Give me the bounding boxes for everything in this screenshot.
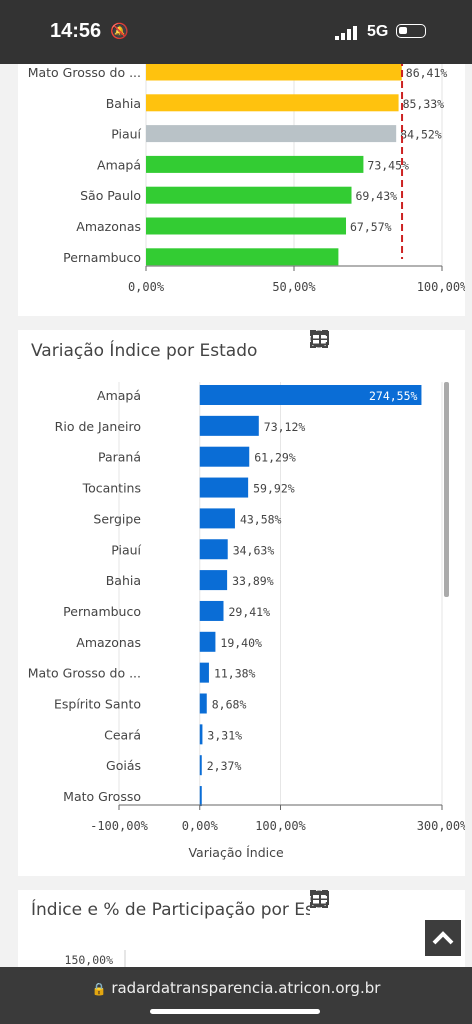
category-label: Paraná: [98, 450, 141, 465]
category-label: Mato Grosso do ...: [28, 65, 141, 80]
data-label: 3,31%: [207, 728, 242, 742]
data-label: 43,58%: [240, 512, 282, 526]
bar: [199, 508, 235, 529]
bar: [146, 248, 339, 266]
category-label: Goiás: [106, 758, 141, 773]
bar: [199, 446, 250, 467]
bar: [199, 600, 224, 621]
home-indicator[interactable]: [150, 1009, 320, 1014]
bar: [199, 415, 259, 436]
category-label: Bahia: [106, 573, 141, 588]
fullscreen-icon[interactable]: [310, 330, 458, 368]
category-label: Mato Grosso: [63, 789, 141, 804]
table-icon[interactable]: [311, 330, 421, 368]
category-label: Bahia: [106, 96, 141, 111]
scrollbar-thumb: [444, 382, 449, 597]
bar: [199, 477, 249, 498]
x-tick-label: 0,00%: [182, 819, 219, 833]
signal-icon: [335, 26, 357, 40]
chart-card-participation: Índice e % de Participação por Estado 15…: [18, 890, 465, 967]
bar: [199, 693, 207, 714]
category-label: Pernambuco: [63, 250, 141, 265]
data-label: 73,12%: [264, 420, 306, 434]
chevron-up-icon: [432, 931, 454, 945]
x-tick-label: 50,00%: [272, 280, 316, 294]
browser-url-bar[interactable]: 🔒 radardatransparencia.atricon.org.br: [0, 967, 472, 1024]
bar: [146, 186, 352, 204]
category-label: Amapá: [97, 157, 141, 172]
bell-off-icon: 🔕: [110, 22, 129, 40]
category-label: Amapá: [97, 388, 141, 403]
category-label: Mato Grosso do ...: [28, 666, 141, 681]
data-label: 86,41%: [406, 66, 448, 80]
status-bar: 14:56 🔕 5G: [0, 0, 472, 64]
data-label: 19,40%: [220, 636, 262, 650]
x-tick-label: 100,00%: [417, 280, 465, 294]
data-label: 59,92%: [253, 482, 295, 496]
fullscreen-icon[interactable]: [310, 890, 458, 928]
category-label: São Paulo: [80, 188, 141, 203]
data-label: 274,55%: [369, 389, 418, 403]
category-label: Ceará: [104, 727, 141, 742]
category-label: Amazonas: [76, 219, 141, 234]
bar: [146, 64, 402, 81]
chart-card-variation: Variação Índice por Estado Amapá 274,55% R…: [18, 330, 465, 876]
data-label: 11,38%: [214, 667, 256, 681]
data-label: 61,29%: [254, 451, 296, 465]
data-label: 2,37%: [207, 759, 242, 773]
bar: [199, 631, 216, 652]
category-label: Espírito Santo: [54, 697, 141, 712]
x-tick-label: -100,00%: [90, 819, 149, 833]
bar: [199, 539, 228, 560]
chart-toolbar: [310, 330, 458, 368]
data-label: 84,52%: [400, 128, 442, 142]
x-tick-label: 100,00%: [255, 819, 306, 833]
data-label: 73,45%: [367, 158, 409, 172]
chart-index-by-state: Mato Grosso do ... 86,41% Bahia 85,33% Piauí…: [28, 64, 465, 294]
bar: [199, 786, 202, 807]
data-label: 85,33%: [403, 97, 445, 111]
battery-icon: [396, 24, 426, 38]
data-label: 29,41%: [228, 605, 270, 619]
category-label: Piauí: [111, 127, 141, 142]
bar: [199, 570, 228, 591]
x-tick-label: 300,00%: [417, 819, 465, 833]
scroll-to-top-button[interactable]: [425, 920, 461, 956]
bar: [199, 385, 422, 405]
y-tick-label: 150,00%: [65, 953, 114, 967]
bar: [146, 125, 397, 143]
bar: [199, 755, 202, 776]
chart-participation-by-state: 150,00%: [65, 950, 126, 967]
data-label: 8,68%: [212, 698, 247, 712]
table-icon[interactable]: [311, 890, 421, 928]
status-time: 14:56: [50, 20, 102, 42]
bar: [199, 724, 203, 745]
lock-icon: 🔒: [91, 982, 107, 996]
network-type: 5G: [367, 23, 389, 40]
category-label: Sergipe: [93, 511, 141, 526]
bar: [146, 217, 347, 235]
url-text: 🔒 radardatransparencia.atricon.org.br: [0, 979, 472, 997]
chart-title: Variação Índice por Estado: [31, 341, 258, 361]
url-label: radardatransparencia.atricon.org.br: [111, 979, 381, 997]
category-label: Rio de Janeiro: [55, 419, 141, 434]
category-label: Tocantins: [82, 481, 141, 496]
bar: [146, 94, 399, 112]
category-label: Piauí: [111, 542, 141, 557]
chart-card-index: Mato Grosso do ... 86,41% Bahia 85,33% Piauí…: [18, 64, 465, 316]
category-label: Pernambuco: [63, 604, 141, 619]
chart-variation-by-state: Amapá 274,55% Rio de Janeiro 73,12% Paraná 61…: [28, 382, 465, 860]
data-label: 69,43%: [356, 189, 398, 203]
category-label: Amazonas: [76, 635, 141, 650]
chart-title: Índice e % de Participação por Estado: [31, 900, 353, 920]
x-tick-label: 0,00%: [128, 280, 165, 294]
bar: [199, 662, 209, 683]
x-axis-title: Variação Índice: [188, 845, 284, 860]
data-label: 33,89%: [232, 574, 274, 588]
data-label: 67,57%: [350, 220, 392, 234]
data-label: 34,63%: [233, 543, 275, 557]
bar: [146, 155, 364, 173]
